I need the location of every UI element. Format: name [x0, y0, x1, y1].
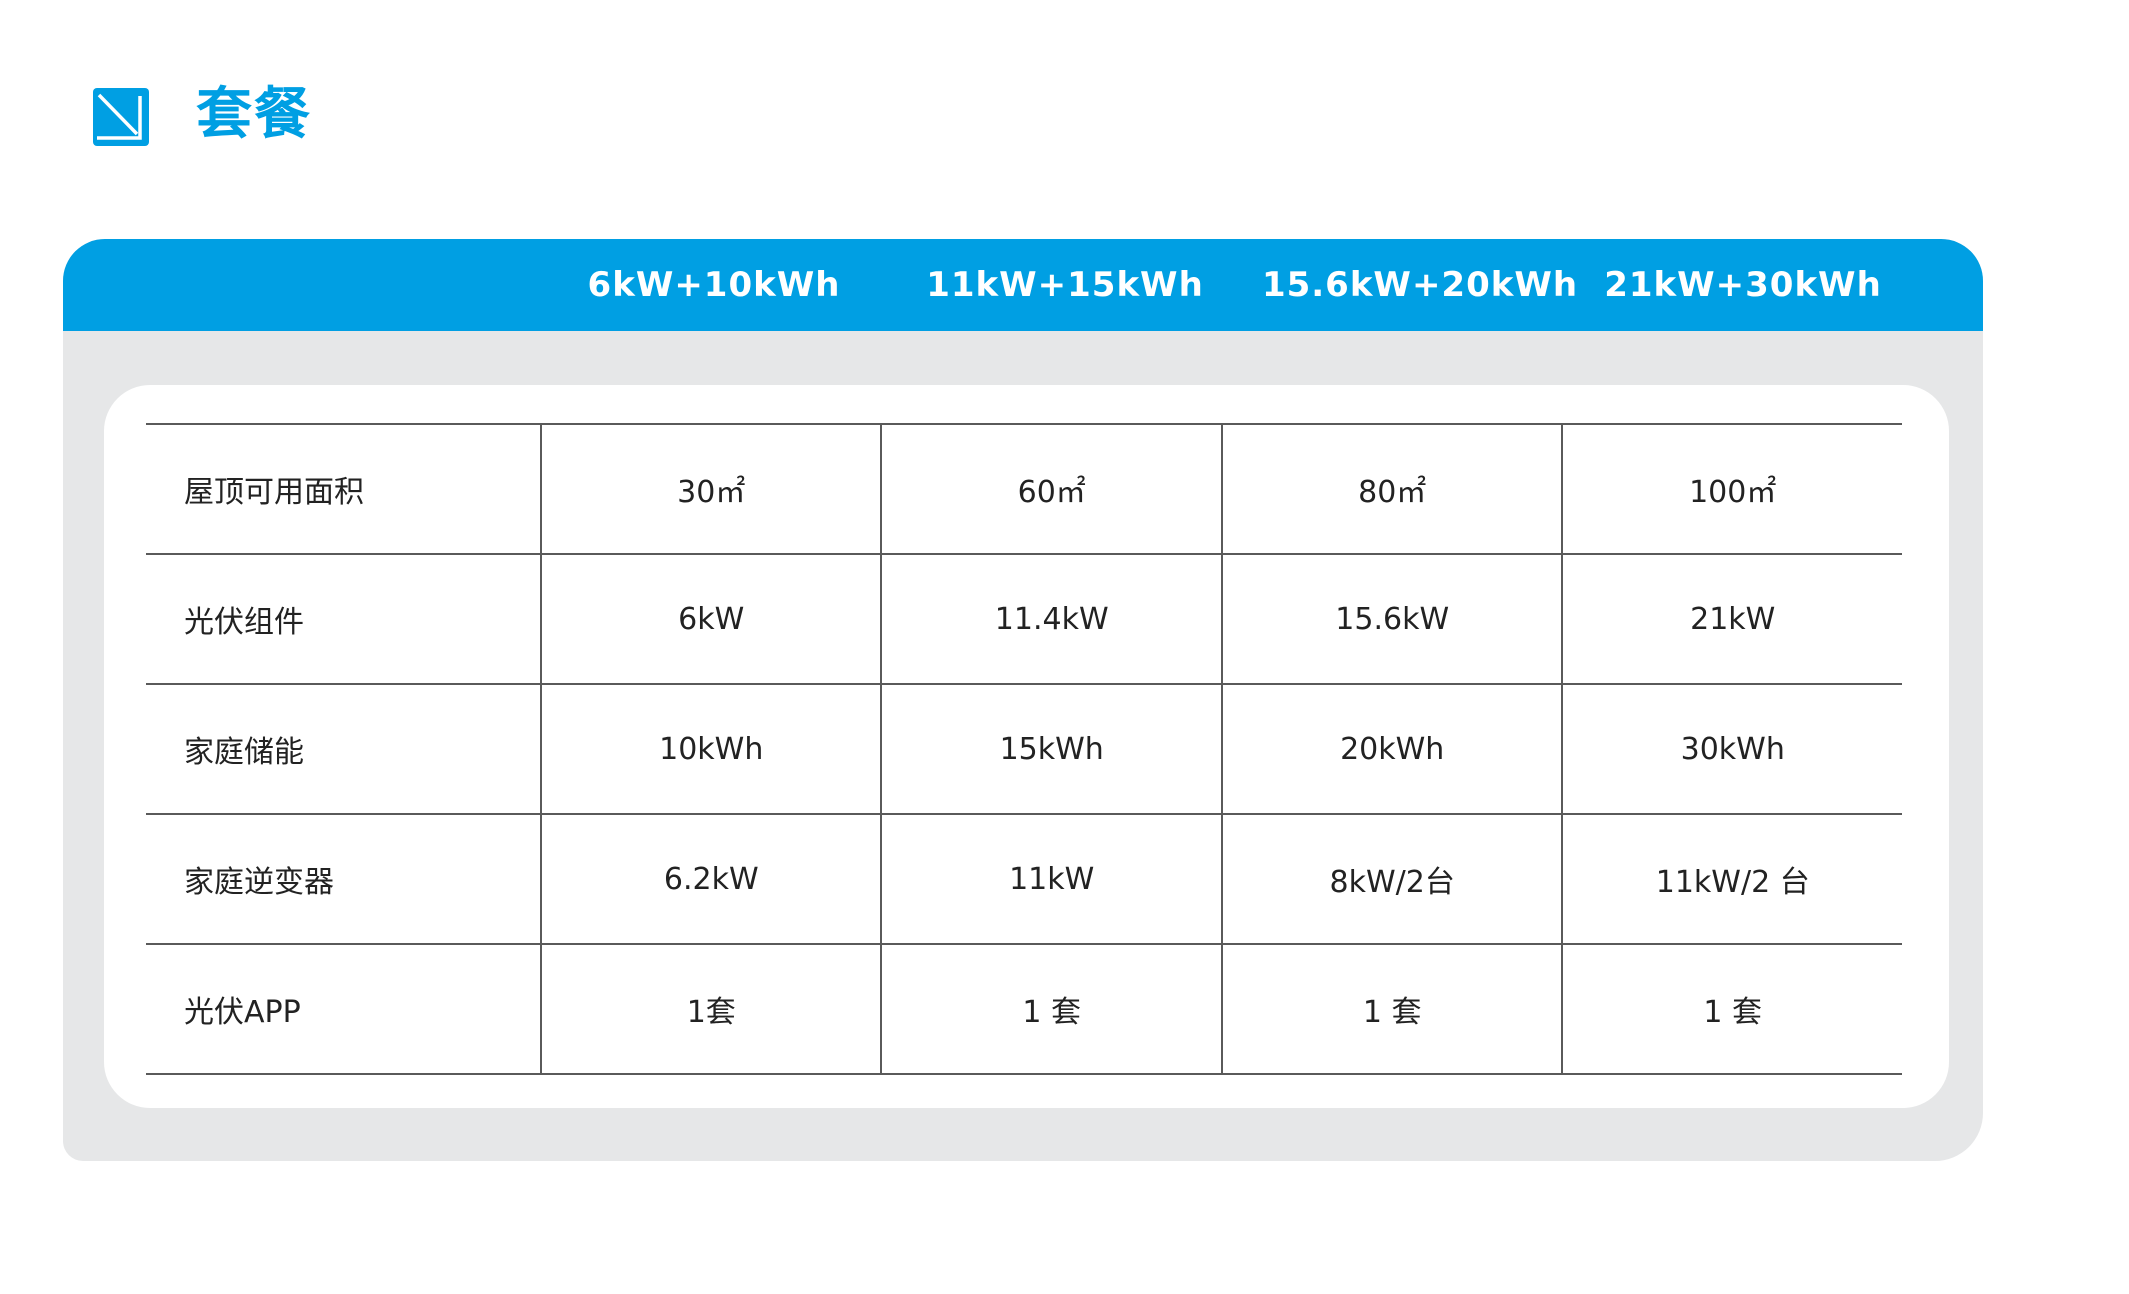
table-cell: 1套: [540, 943, 882, 1075]
table-cell: 6kW: [540, 553, 882, 685]
table-cell: 15.6kW: [1220, 553, 1563, 685]
table-cell: 15kWh: [880, 683, 1222, 815]
table-cell: 10kWh: [540, 683, 882, 815]
column-header: 15.6kW+20kWh: [1261, 265, 1579, 305]
table-cell: 21kW: [1561, 553, 1902, 685]
table-cell: 6.2kW: [540, 813, 882, 945]
table-cell: 80㎡: [1220, 423, 1563, 555]
table-cell: 1 套: [1220, 943, 1563, 1075]
table-row: 家庭储能 10kWh 15kWh 20kWh 30kWh: [146, 683, 1902, 815]
column-header: 11kW+15kWh: [926, 265, 1204, 305]
table-cell: 1 套: [1561, 943, 1902, 1075]
table-cell: 100㎡: [1561, 423, 1902, 555]
table-cell: 30㎡: [540, 423, 882, 555]
table-cell: 60㎡: [880, 423, 1222, 555]
table-cell: 11.4kW: [880, 553, 1222, 685]
column-header: 21kW+30kWh: [1604, 265, 1882, 305]
page-title: 套餐: [196, 82, 312, 147]
table-row: 光伏组件 6kW 11.4kW 15.6kW 21kW: [146, 553, 1902, 685]
table-cell: 11kW/2 台: [1561, 813, 1902, 945]
row-label: 家庭逆变器: [146, 813, 542, 945]
table-cell: 11kW: [880, 813, 1222, 945]
row-label: 家庭储能: [146, 683, 542, 815]
table-cell: 8kW/2台: [1220, 813, 1563, 945]
row-label: 光伏组件: [146, 553, 542, 685]
package-panel: 6kW+10kWh 11kW+15kWh 15.6kW+20kWh 21kW+3…: [63, 239, 1983, 1161]
table-header: 6kW+10kWh 11kW+15kWh 15.6kW+20kWh 21kW+3…: [63, 239, 1983, 331]
table-cell: 30kWh: [1561, 683, 1902, 815]
table-card: 屋顶可用面积 30㎡ 60㎡ 80㎡ 100㎡ 光伏组件 6kW 11.4kW 15.6kW 21…: [104, 385, 1949, 1108]
column-header: 6kW+10kWh: [587, 265, 841, 305]
table-row: 屋顶可用面积 30㎡ 60㎡ 80㎡ 100㎡: [146, 423, 1902, 555]
table-row: 家庭逆变器 6.2kW 11kW 8kW/2台 11kW/2 台: [146, 813, 1902, 945]
package-table: 屋顶可用面积 30㎡ 60㎡ 80㎡ 100㎡ 光伏组件 6kW 11.4kW 15.6kW 21…: [146, 423, 1902, 1075]
row-label: 光伏APP: [146, 943, 542, 1075]
row-label: 屋顶可用面积: [146, 423, 542, 555]
arrow-down-right-square-icon: [93, 88, 149, 146]
table-cell: 20kWh: [1220, 683, 1563, 815]
table-cell: 1 套: [880, 943, 1222, 1075]
